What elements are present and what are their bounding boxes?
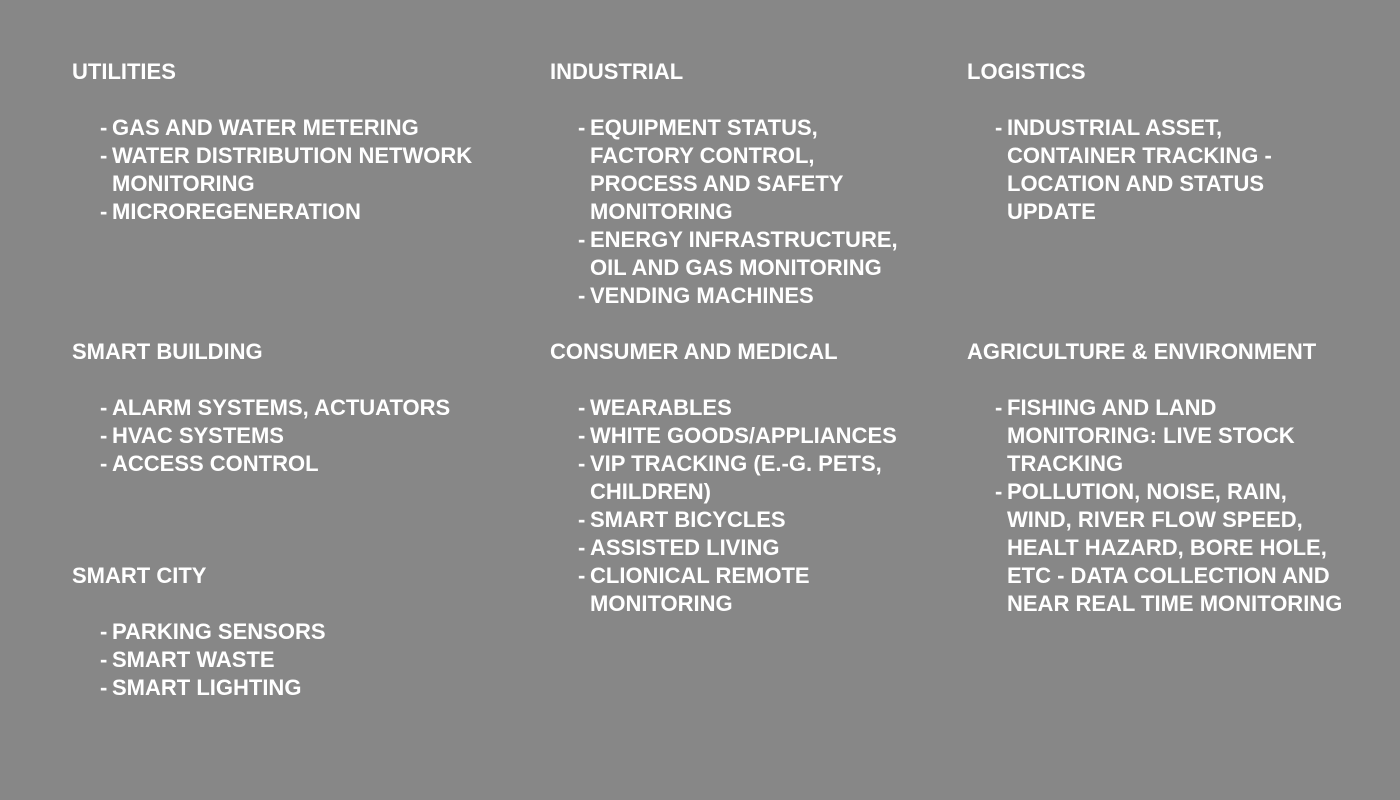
list-item-text: SMART LIGHTING bbox=[112, 675, 302, 700]
list-item-text: SMART WASTE bbox=[112, 647, 275, 672]
section-smart-building: SMART BUILDING - ALARM SYSTEMS, ACTUATOR… bbox=[72, 338, 542, 478]
list-utilities: - GAS AND WATER METERING - WATER DISTRIB… bbox=[72, 114, 542, 226]
bullet-dash: - bbox=[578, 535, 586, 560]
bullet-dash: - bbox=[578, 507, 586, 532]
list-item: - HVAC SYSTEMS bbox=[100, 422, 542, 450]
section-logistics: LOGISTICS - INDUSTRIAL ASSET, CONTAINER … bbox=[967, 58, 1392, 226]
list-item-text: MICROREGENERATION bbox=[112, 199, 361, 224]
list-item-text: EQUIPMENT STATUS, FACTORY CONTROL, PROCE… bbox=[590, 115, 844, 224]
list-item-text: ASSISTED LIVING bbox=[590, 535, 780, 560]
list-item: - VIP TRACKING (E.-G. PETS, CHILDREN) bbox=[578, 450, 950, 506]
section-title-logistics: LOGISTICS bbox=[967, 59, 1086, 84]
list-item: - ENERGY INFRASTRUCTURE, OIL AND GAS MON… bbox=[578, 226, 950, 282]
bullet-dash: - bbox=[578, 395, 586, 420]
list-item: - ALARM SYSTEMS, ACTUATORS bbox=[100, 394, 542, 422]
bullet-dash: - bbox=[578, 423, 586, 448]
list-item-text: VIP TRACKING (E.-G. PETS, CHILDREN) bbox=[590, 451, 882, 504]
list-item-text: CLIONICAL REMOTE MONITORING bbox=[590, 563, 810, 616]
list-item: - GAS AND WATER METERING bbox=[100, 114, 542, 142]
bullet-dash: - bbox=[995, 395, 1003, 420]
list-logistics: - INDUSTRIAL ASSET, CONTAINER TRACKING -… bbox=[967, 114, 1392, 226]
bullet-dash: - bbox=[578, 227, 586, 252]
list-item: - VENDING MACHINES bbox=[578, 282, 950, 310]
list-item-text: SMART BICYCLES bbox=[590, 507, 786, 532]
list-item: - WATER DISTRIBUTION NETWORK MONITORING bbox=[100, 142, 542, 198]
list-item: - EQUIPMENT STATUS, FACTORY CONTROL, PRO… bbox=[578, 114, 950, 226]
list-item: - SMART BICYCLES bbox=[578, 506, 950, 534]
bullet-dash: - bbox=[100, 395, 108, 420]
list-item-text: POLLUTION, NOISE, RAIN, WIND, RIVER FLOW… bbox=[1007, 479, 1343, 616]
section-agriculture-environment: AGRICULTURE & ENVIRONMENT - FISHING AND … bbox=[967, 338, 1392, 618]
list-item-text: GAS AND WATER METERING bbox=[112, 115, 419, 140]
list-item: - WHITE GOODS/APPLIANCES bbox=[578, 422, 950, 450]
section-industrial: INDUSTRIAL - EQUIPMENT STATUS, FACTORY C… bbox=[550, 58, 950, 310]
list-item: - ASSISTED LIVING bbox=[578, 534, 950, 562]
list-item-text: INDUSTRIAL ASSET, CONTAINER TRACKING - L… bbox=[1007, 115, 1272, 224]
section-title-smart-building: SMART BUILDING bbox=[72, 339, 263, 364]
list-agriculture-environment: - FISHING AND LAND MONITORING: LIVE STOC… bbox=[967, 394, 1392, 618]
section-utilities: UTILITIES - GAS AND WATER METERING - WAT… bbox=[72, 58, 542, 226]
bullet-dash: - bbox=[578, 283, 586, 308]
list-item: - PARKING SENSORS bbox=[100, 618, 542, 646]
list-consumer-medical: - WEARABLES - WHITE GOODS/APPLIANCES - V… bbox=[550, 394, 950, 618]
list-item-text: WATER DISTRIBUTION NETWORK MONITORING bbox=[112, 143, 473, 196]
list-item-text: ACCESS CONTROL bbox=[112, 451, 319, 476]
list-item: - POLLUTION, NOISE, RAIN, WIND, RIVER FL… bbox=[995, 478, 1392, 618]
section-title-agriculture-environment: AGRICULTURE & ENVIRONMENT bbox=[967, 339, 1317, 364]
bullet-dash: - bbox=[578, 563, 586, 588]
bullet-dash: - bbox=[995, 479, 1003, 504]
bullet-dash: - bbox=[100, 199, 108, 224]
bullet-dash: - bbox=[100, 143, 108, 168]
list-item-text: WEARABLES bbox=[590, 395, 732, 420]
list-smart-building: - ALARM SYSTEMS, ACTUATORS - HVAC SYSTEM… bbox=[72, 394, 542, 478]
bullet-dash: - bbox=[995, 115, 1003, 140]
section-title-smart-city: SMART CITY bbox=[72, 563, 207, 588]
list-item: - SMART LIGHTING bbox=[100, 674, 542, 702]
section-title-industrial: INDUSTRIAL bbox=[550, 59, 684, 84]
list-item-text: FISHING AND LAND MONITORING: LIVE STOCK … bbox=[1007, 395, 1295, 476]
section-consumer-medical: CONSUMER AND MEDICAL - WEARABLES - WHITE… bbox=[550, 338, 950, 618]
bullet-dash: - bbox=[100, 647, 108, 672]
bullet-dash: - bbox=[100, 115, 108, 140]
list-item: - WEARABLES bbox=[578, 394, 950, 422]
bullet-dash: - bbox=[100, 675, 108, 700]
bullet-dash: - bbox=[100, 619, 108, 644]
section-smart-city: SMART CITY - PARKING SENSORS - SMART WAS… bbox=[72, 562, 542, 702]
bullet-dash: - bbox=[100, 451, 108, 476]
list-item-text: PARKING SENSORS bbox=[112, 619, 326, 644]
list-item-text: HVAC SYSTEMS bbox=[112, 423, 284, 448]
list-item-text: ENERGY INFRASTRUCTURE, OIL AND GAS MONIT… bbox=[590, 227, 898, 280]
section-title-consumer-medical: CONSUMER AND MEDICAL bbox=[550, 339, 838, 364]
list-item-text: WHITE GOODS/APPLIANCES bbox=[590, 423, 897, 448]
bullet-dash: - bbox=[100, 423, 108, 448]
list-item: - CLIONICAL REMOTE MONITORING bbox=[578, 562, 950, 618]
list-item: - SMART WASTE bbox=[100, 646, 542, 674]
list-item-text: VENDING MACHINES bbox=[590, 283, 814, 308]
list-item: - INDUSTRIAL ASSET, CONTAINER TRACKING -… bbox=[995, 114, 1392, 226]
list-item: - ACCESS CONTROL bbox=[100, 450, 542, 478]
bullet-dash: - bbox=[578, 115, 586, 140]
list-industrial: - EQUIPMENT STATUS, FACTORY CONTROL, PRO… bbox=[550, 114, 950, 310]
list-item: - MICROREGENERATION bbox=[100, 198, 542, 226]
list-item: - FISHING AND LAND MONITORING: LIVE STOC… bbox=[995, 394, 1392, 478]
list-item-text: ALARM SYSTEMS, ACTUATORS bbox=[112, 395, 451, 420]
section-title-utilities: UTILITIES bbox=[72, 59, 176, 84]
bullet-dash: - bbox=[578, 451, 586, 476]
list-smart-city: - PARKING SENSORS - SMART WASTE - SMART … bbox=[72, 618, 542, 702]
